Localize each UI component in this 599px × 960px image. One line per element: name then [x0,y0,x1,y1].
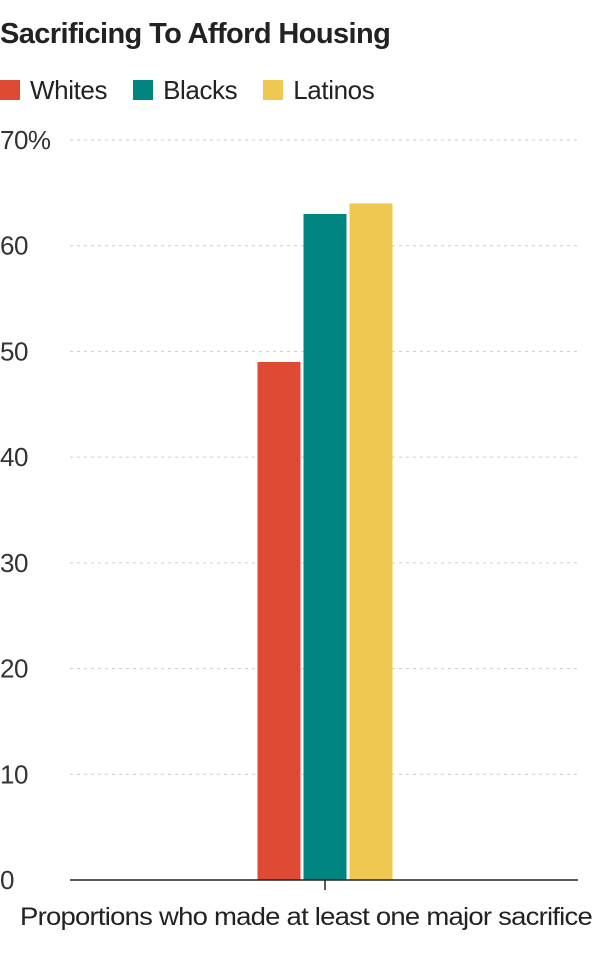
legend-label-whites: Whites [30,74,108,105]
y-tick-label: 60 [0,231,28,261]
bars [257,203,393,880]
bar-latinos [349,203,393,880]
y-tick-label: 50 [0,336,28,366]
y-tick-label: 10 [0,759,28,789]
chart-title: Sacrificing To Afford Housing [0,18,391,50]
legend-label-latinos: Latinos [293,74,375,105]
legend-item-blacks: Blacks [133,74,238,106]
y-tick-label: 70% [0,125,51,155]
legend-swatch-blacks [133,80,154,100]
legend-label-blacks: Blacks [163,74,238,105]
bar-whites [257,362,301,880]
y-tick-label: 40 [0,442,28,472]
bar-blacks [303,214,347,880]
y-axis-tick-labels: 0 10 20 30 40 50 60 70% [0,125,51,895]
chart-legend: Whites Blacks Latinos [0,74,400,106]
legend-swatch-whites [0,80,20,100]
legend-swatch-latinos [263,80,284,100]
legend-item-latinos: Latinos [263,74,375,106]
y-tick-label: 30 [0,548,28,578]
legend-item-whites: Whites [0,75,107,106]
y-tick-label: 20 [0,654,28,684]
y-tick-label: 0 [0,865,14,895]
x-axis-category-label: Proportions who made at least one major … [20,903,592,931]
